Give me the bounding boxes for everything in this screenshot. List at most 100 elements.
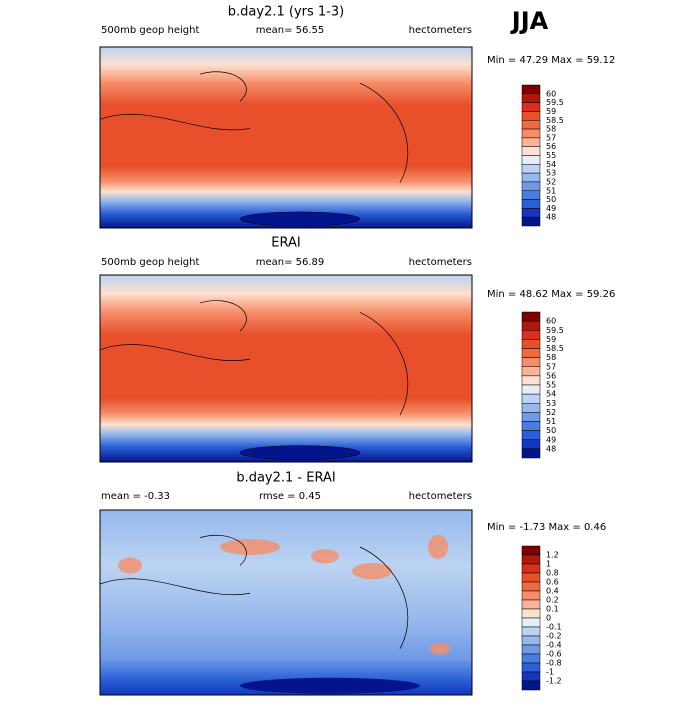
colorbar-label: 0.2 (546, 596, 559, 605)
colorbar-label: 51 (546, 186, 556, 195)
season-label: JJA (510, 7, 549, 35)
colorbar-label: 59.5 (546, 98, 564, 107)
colorbar-box (521, 439, 541, 450)
colorbar-box (521, 190, 541, 200)
colorbar-label: -0.2 (546, 632, 562, 641)
anomaly-blob (240, 677, 420, 694)
colorbar-label: 55 (546, 151, 556, 160)
coastline (99, 71, 409, 183)
colorbar-label: 59 (546, 107, 556, 116)
colorbar-label: 1.2 (546, 551, 559, 560)
panel-title: b.day2.1 - ERAI (236, 471, 335, 486)
panel-title: ERAI (271, 236, 300, 251)
anomaly-blob (430, 642, 450, 655)
colorbar-label: 48 (546, 444, 556, 453)
colorbar-box (521, 339, 541, 349)
colorbar-label: 50 (546, 426, 556, 435)
colorbar-label: -1 (546, 668, 554, 677)
map-frame (99, 509, 473, 696)
colorbar-label: 57 (546, 362, 556, 371)
colorbar-box (521, 653, 541, 664)
colorbar-box (521, 430, 541, 440)
colorbar-box (521, 320, 541, 331)
colorbar-box (521, 644, 541, 655)
colorbar-label: 52 (546, 177, 556, 186)
colorbar-label: 56 (546, 371, 556, 380)
colorbar-label: 53 (546, 399, 556, 408)
colorbar-label: 60 (546, 317, 556, 326)
colorbar-box (521, 348, 541, 358)
colorbar-label: 58.5 (546, 344, 564, 353)
colorbar-label: 58.5 (546, 116, 564, 125)
anomaly-blob (118, 557, 142, 574)
colorbar-box (521, 128, 541, 139)
colorbar-box (521, 111, 541, 121)
colorbar-box (521, 84, 541, 95)
min-max: Min = 47.29 Max = 59.12 (487, 55, 615, 66)
colorbar-label: 0.1 (546, 605, 559, 614)
map-field (100, 510, 472, 695)
colorbar-box (521, 581, 541, 592)
coastline (99, 534, 409, 649)
panel-title: b.day2.1 (yrs 1-3) (228, 5, 344, 20)
colorbar-box (521, 403, 541, 413)
colorbar-label: 49 (546, 204, 556, 213)
colorbar-label: 54 (546, 160, 556, 169)
anomaly-blob (352, 563, 392, 580)
colorbar-box (521, 599, 541, 610)
field-core (239, 211, 361, 227)
colorbar-box (521, 172, 541, 183)
colorbar-box (521, 572, 541, 583)
colorbar-box (521, 366, 541, 377)
colorbar-box (521, 662, 541, 673)
colorbar-label: 60 (546, 89, 556, 98)
left-label: mean = -0.33 (101, 491, 170, 502)
colorbar-box (521, 216, 541, 227)
colorbar-box (521, 608, 541, 619)
colorbar-label: 53 (546, 169, 556, 178)
colorbar-label: 59 (546, 335, 556, 344)
colorbar-label: 0.6 (546, 578, 559, 587)
colorbar-box (521, 93, 541, 103)
left-label: 500mb geop height (101, 25, 199, 36)
center-label: mean= 56.89 (256, 257, 325, 268)
colorbar-box (521, 563, 541, 574)
colorbar-box (521, 635, 541, 646)
colorbar-box (521, 357, 541, 367)
colorbar-box (521, 590, 541, 601)
colorbar-label: 50 (546, 195, 556, 204)
colorbar-box (521, 421, 541, 431)
colorbar-box (521, 412, 541, 422)
colorbar-label: -0.4 (546, 641, 562, 650)
colorbar-label: 56 (546, 142, 556, 151)
colorbar-box (521, 137, 541, 147)
colorbar-box (521, 208, 541, 218)
colorbar-box (521, 330, 541, 340)
colorbar-label: 54 (546, 390, 556, 399)
colorbar-label: 0.8 (546, 569, 559, 578)
colorbar-label: 0 (546, 614, 551, 623)
anomaly-blob (428, 535, 448, 559)
colorbar-box (521, 164, 541, 174)
colorbar-label: 49 (546, 435, 556, 444)
right-label: hectometers (409, 25, 472, 36)
map-field (100, 47, 472, 228)
colorbar-box (521, 545, 541, 556)
right-label: hectometers (409, 491, 472, 502)
colorbar-label: 55 (546, 381, 556, 390)
min-max: Min = 48.62 Max = 59.26 (487, 289, 615, 300)
colorbar-label: 59.5 (546, 326, 564, 335)
colorbar-box (521, 384, 541, 395)
colorbar-box (521, 671, 541, 682)
coastline (99, 300, 409, 416)
colorbar-box (521, 375, 541, 386)
colorbar-box (521, 155, 541, 165)
min-max: Min = -1.73 Max = 0.46 (487, 522, 606, 533)
colorbar-box (521, 554, 541, 565)
field-core (239, 445, 361, 460)
colorbar-box (521, 680, 541, 691)
right-label: hectometers (409, 257, 472, 268)
colorbar-label: 0.4 (546, 587, 559, 596)
colorbar-label: 58 (546, 353, 556, 362)
